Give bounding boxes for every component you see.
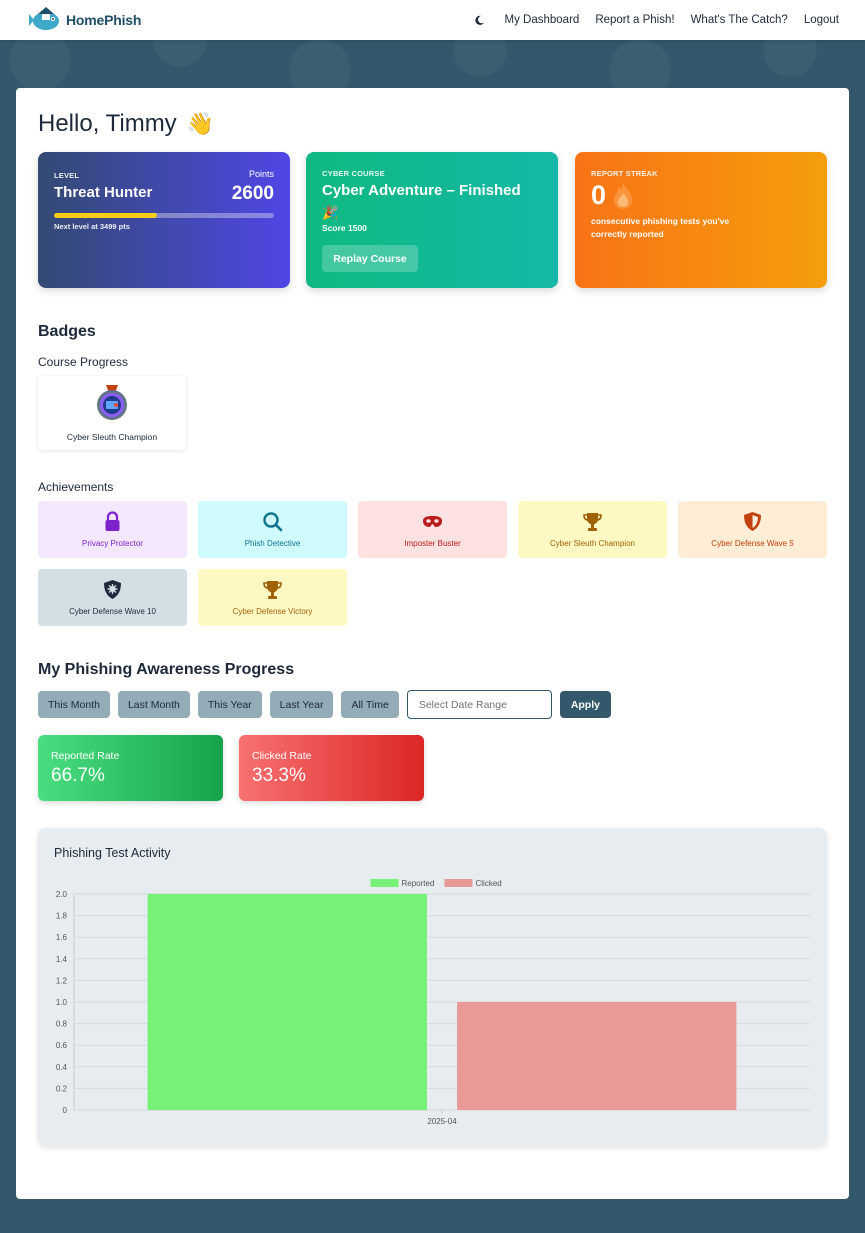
achievement-label: Phish Detective (244, 539, 301, 548)
clicked-rate-label: Clicked Rate (252, 750, 312, 762)
filter-last-year[interactable]: Last Year (269, 691, 334, 718)
brand-name: HomePhish (66, 12, 142, 28)
apply-button[interactable]: Apply (559, 691, 611, 718)
x-tick-label: 2025-04 (427, 1117, 457, 1126)
wave-emoji: 👋 (186, 111, 215, 136)
streak-card: REPORT STREAK 0 consecutive phishing tes… (575, 152, 827, 288)
achievement-cyber-defense-wave-10: Cyber Defense Wave 10 (38, 569, 187, 626)
filter-this-year[interactable]: This Year (197, 691, 262, 718)
level-progress-bar (54, 213, 274, 218)
fish-logo-icon (29, 7, 59, 30)
next-level-text: Next level at 3499 pts (54, 222, 130, 231)
achievement-phish-detective: Phish Detective (198, 501, 347, 558)
points-value: 2600 (231, 183, 274, 204)
y-tick-label: 1.8 (56, 912, 68, 921)
badges-title: Badges (38, 323, 96, 340)
progress-title: My Phishing Awareness Progress (38, 661, 295, 678)
streak-value: 0 (591, 180, 634, 211)
achievement-label: Cyber Defense Victory (232, 607, 313, 616)
streak-caption: REPORT STREAK (591, 169, 658, 178)
course-badge-label: Cyber Sleuth Champion (66, 432, 158, 442)
achievements-title: Achievements (38, 480, 114, 494)
course-title-text: Cyber Adventure – Finished (322, 182, 521, 199)
achievement-label: Privacy Protector (82, 539, 143, 548)
moon-icon[interactable] (474, 15, 485, 26)
navbar: HomePhish My Dashboard Report a Phish! W… (0, 0, 865, 40)
filter-this-month[interactable]: This Month (38, 691, 110, 718)
course-card: CYBER COURSE Cyber Adventure – Finished … (306, 152, 558, 288)
nav-whats-the-catch[interactable]: What's The Catch? (690, 14, 788, 26)
reported-rate-card: Reported Rate 66.7% (38, 735, 223, 801)
nav-report-phish[interactable]: Report a Phish! (595, 14, 675, 26)
party-emoji: 🎉 (322, 205, 339, 220)
search-icon (263, 512, 283, 532)
achievement-label: Cyber Defense Wave 5 (711, 539, 794, 548)
achievement-label: Imposter Buster (404, 539, 461, 548)
legend-label-clicked: Clicked (476, 879, 502, 888)
flame-icon (614, 182, 633, 209)
y-tick-label: 2.0 (56, 890, 68, 899)
course-badge-card: Cyber Sleuth Champion (38, 376, 186, 450)
phishing-activity-chart: 0 0.2 0.4 0.6 0.8 1.0 1.2 1.4 1.6 1.8 2.0 2025-04 Re… (56, 879, 810, 1126)
shield-icon (744, 512, 761, 531)
y-tick-label: 0.2 (56, 1084, 68, 1093)
y-tick-label: 1.2 (56, 976, 68, 985)
achievement-imposter-buster: Imposter Buster (358, 501, 507, 558)
y-tick-label: 0.6 (56, 1041, 68, 1050)
legend-label-reported: Reported (402, 879, 435, 888)
chart-card: Phishing Test Activity 0 0.2 0.4 0.6 0.8 1.0 1… (38, 828, 827, 1146)
level-card: LEVEL Points Threat Hunter 2600 Next lev… (38, 152, 290, 288)
streak-number: 0 (591, 180, 607, 210)
course-progress-title: Course Progress (38, 355, 129, 369)
clicked-rate-card: Clicked Rate 33.3% (239, 735, 424, 801)
course-caption: CYBER COURSE (322, 169, 385, 178)
bar-clicked (457, 1002, 737, 1110)
achievement-label: Cyber Defense Wave 10 (69, 607, 156, 616)
y-tick-label: 1.4 (56, 955, 68, 964)
nav-links: My Dashboard Report a Phish! What's The … (474, 14, 839, 26)
legend-swatch-reported (370, 879, 399, 887)
trophy-icon (263, 581, 282, 599)
achievement-cyber-defense-wave-5: Cyber Defense Wave 5 (678, 501, 827, 558)
dashboard-card: Hello, Timmy 👋 LEVEL Points Threat Hunte… (16, 88, 849, 1199)
brand[interactable]: HomePhish (28, 5, 141, 35)
clicked-rate-value: 33.3% (252, 765, 306, 786)
legend-swatch-clicked (444, 879, 473, 887)
replay-course-button[interactable]: Replay Course (322, 245, 418, 272)
reported-rate-value: 66.7% (51, 765, 105, 786)
filter-last-month[interactable]: Last Month (117, 691, 190, 718)
course-score: Score 1500 (322, 223, 367, 233)
level-caption: LEVEL (54, 171, 80, 180)
date-filters: This Month Last Month This Year Last Yea… (38, 690, 611, 719)
achievement-cyber-defense-victory: Cyber Defense Victory (198, 569, 347, 626)
level-progress-fill (54, 213, 158, 218)
greeting-text: Hello, Timmy (38, 110, 177, 137)
bar-reported (147, 894, 427, 1110)
mask-icon (423, 516, 442, 527)
level-name: Threat Hunter (54, 184, 153, 201)
course-title: Cyber Adventure – Finished 🎉 (322, 180, 522, 224)
nav-logout[interactable]: Logout (803, 14, 839, 26)
y-tick-label: 0.8 (56, 1020, 68, 1029)
shield-virus-icon (104, 580, 121, 599)
lock-icon (105, 511, 120, 531)
streak-description: consecutive phishing tests you've correc… (591, 216, 730, 239)
medal-icon (97, 385, 127, 420)
achievement-cyber-sleuth-champion: Cyber Sleuth Champion (518, 501, 667, 558)
y-tick-label: 0.4 (56, 1063, 68, 1072)
y-tick-label: 0 (63, 1106, 68, 1115)
date-range-input[interactable] (406, 690, 552, 719)
chart-title: Phishing Test Activity (54, 846, 171, 860)
greeting: Hello, Timmy 👋 (38, 110, 214, 138)
filter-all-time[interactable]: All Time (341, 691, 399, 718)
points-label: Points (248, 169, 274, 179)
achievement-label: Cyber Sleuth Champion (550, 539, 635, 548)
trophy-icon (583, 513, 602, 531)
reported-rate-label: Reported Rate (51, 750, 120, 762)
nav-my-dashboard[interactable]: My Dashboard (504, 14, 580, 26)
y-tick-label: 1.0 (56, 998, 68, 1007)
y-tick-label: 1.6 (56, 933, 68, 942)
achievement-privacy-protector: Privacy Protector (38, 501, 187, 558)
